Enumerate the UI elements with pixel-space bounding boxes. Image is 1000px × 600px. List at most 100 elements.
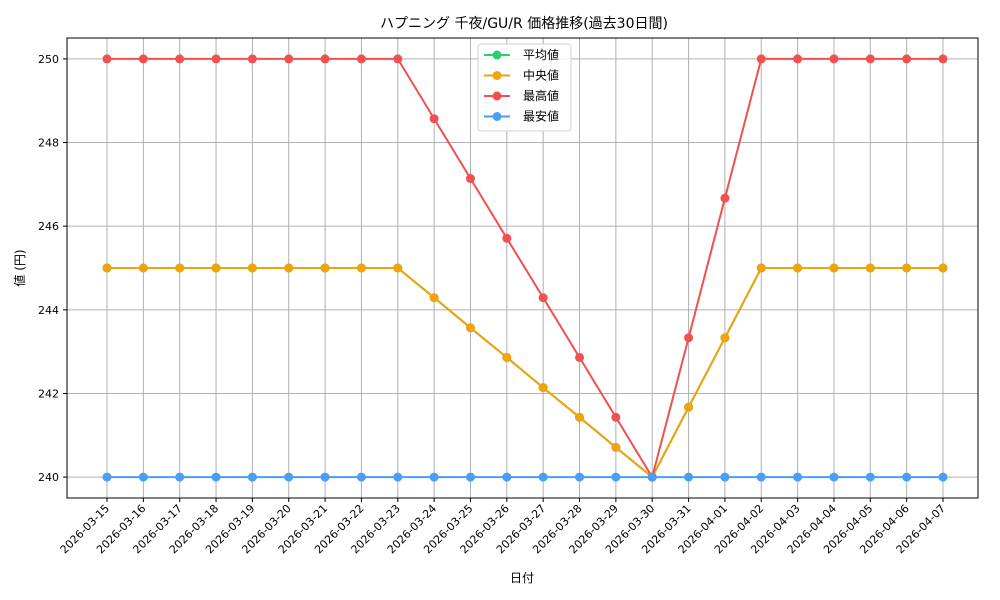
- y-tick-label: 240: [38, 471, 59, 484]
- data-point: [865, 263, 875, 273]
- data-point: [247, 472, 257, 482]
- data-point: [429, 293, 439, 303]
- data-point: [902, 263, 912, 273]
- data-point: [538, 383, 548, 393]
- data-point: [247, 54, 257, 64]
- y-axis-label: 値 (円): [12, 249, 27, 286]
- data-point: [611, 472, 621, 482]
- data-point: [175, 472, 185, 482]
- data-point: [356, 472, 366, 482]
- data-point: [865, 54, 875, 64]
- y-tick-label: 246: [38, 220, 59, 233]
- series-line: [107, 57, 943, 480]
- legend-label: 平均値: [523, 47, 559, 62]
- legend-swatch-marker: [492, 71, 502, 80]
- data-point: [502, 233, 512, 243]
- y-tick-label: 250: [38, 53, 59, 66]
- data-point: [829, 263, 839, 273]
- data-point: [575, 412, 585, 422]
- legend-label: 中央値: [523, 68, 559, 83]
- legend-swatch-marker: [492, 91, 502, 101]
- data-point: [720, 472, 730, 482]
- series-最安値: [102, 472, 948, 482]
- data-point: [611, 442, 621, 452]
- data-point: [465, 174, 475, 184]
- data-point: [575, 352, 585, 362]
- data-point: [211, 54, 221, 64]
- data-point: [538, 472, 548, 482]
- data-point: [284, 472, 294, 482]
- data-point: [393, 472, 403, 482]
- data-point: [102, 263, 112, 273]
- data-point: [284, 263, 294, 273]
- legend-box: [477, 43, 572, 132]
- data-point: [138, 472, 148, 482]
- data-point: [793, 263, 803, 273]
- data-point: [938, 54, 948, 64]
- data-point: [356, 54, 366, 64]
- legend-swatch-marker: [492, 50, 502, 60]
- data-point: [429, 114, 439, 124]
- y-tick-label: 242: [38, 387, 59, 400]
- data-point: [175, 263, 185, 273]
- data-point: [393, 263, 403, 273]
- data-point: [429, 472, 439, 482]
- data-point: [284, 54, 294, 64]
- data-point: [502, 472, 512, 482]
- x-ticks: 2026-03-152026-03-162026-03-172026-03-18…: [58, 498, 948, 556]
- legend-label: 最安値: [523, 109, 559, 124]
- plot-frame: [66, 37, 979, 499]
- data-point: [720, 333, 730, 343]
- series-line: [107, 267, 943, 479]
- series-最高値: [102, 54, 948, 482]
- y-tick-label: 248: [38, 137, 59, 150]
- data-point: [538, 293, 548, 303]
- data-point: [320, 472, 330, 482]
- data-point: [502, 352, 512, 362]
- data-point: [465, 323, 475, 333]
- data-point: [211, 472, 221, 482]
- chart-title: ハプニング 千夜/GU/R 価格推移(過去30日間): [380, 16, 668, 32]
- data-point: [829, 54, 839, 64]
- x-axis-label: 日付: [510, 571, 534, 585]
- data-point: [320, 263, 330, 273]
- data-point: [138, 263, 148, 273]
- data-point: [720, 193, 730, 203]
- data-point: [756, 54, 766, 64]
- data-point: [829, 472, 839, 482]
- data-point: [393, 54, 403, 64]
- legend-label: 最高値: [523, 88, 559, 103]
- data-point: [902, 472, 912, 482]
- data-point: [138, 54, 148, 64]
- data-point: [465, 472, 475, 482]
- data-point: [865, 472, 875, 482]
- legend-swatch-marker: [492, 112, 502, 121]
- y-tick-label: 244: [38, 304, 59, 317]
- data-point: [647, 472, 657, 482]
- data-point: [793, 54, 803, 64]
- data-point: [756, 263, 766, 273]
- data-point: [756, 472, 766, 482]
- data-point: [902, 54, 912, 64]
- data-point: [684, 472, 694, 482]
- series-group: [102, 54, 948, 482]
- data-point: [175, 54, 185, 64]
- y-ticks: 240 242 244 246 248 250: [38, 53, 67, 484]
- data-point: [793, 472, 803, 482]
- data-point: [102, 472, 112, 482]
- data-point: [938, 263, 948, 273]
- data-point: [684, 333, 694, 343]
- data-point: [102, 54, 112, 64]
- data-point: [938, 472, 948, 482]
- data-point: [611, 412, 621, 422]
- data-point: [320, 54, 330, 64]
- data-point: [247, 263, 257, 273]
- data-point: [575, 472, 585, 482]
- series-中央値: [102, 263, 948, 482]
- data-point: [211, 263, 221, 273]
- data-point: [356, 263, 366, 273]
- data-point: [684, 402, 694, 412]
